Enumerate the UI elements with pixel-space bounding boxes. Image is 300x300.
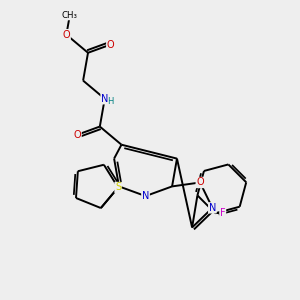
Text: N: N <box>101 94 108 104</box>
Text: F: F <box>220 208 226 218</box>
Text: O: O <box>63 30 70 40</box>
Text: H: H <box>107 97 113 106</box>
Text: O: O <box>107 40 114 50</box>
Text: S: S <box>115 182 121 193</box>
Text: O: O <box>74 130 81 140</box>
Text: CH₃: CH₃ <box>62 11 78 20</box>
Text: N: N <box>209 203 216 213</box>
Text: N: N <box>142 191 149 201</box>
Text: O: O <box>196 178 204 188</box>
